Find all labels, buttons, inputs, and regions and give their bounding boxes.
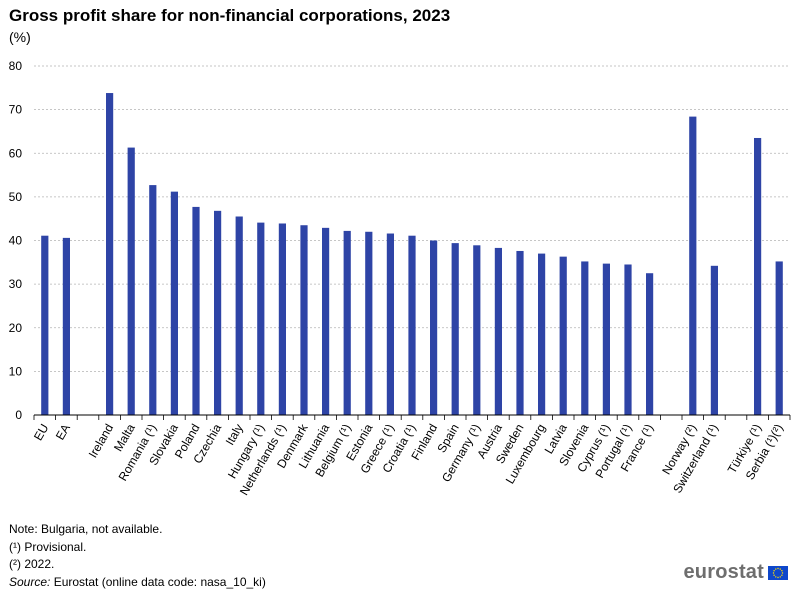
chart-notes: Note: Bulgaria, not available. (¹) Provi… <box>9 521 266 591</box>
bar <box>408 235 416 415</box>
bar <box>149 185 157 415</box>
x-category-label: Ireland <box>86 422 116 461</box>
bar <box>386 233 394 415</box>
bar <box>451 243 459 415</box>
y-tick-label: 40 <box>9 234 23 248</box>
bar <box>430 240 438 415</box>
bar <box>710 265 718 415</box>
bar <box>127 147 135 416</box>
source-line: Source: Eurostat (online data code: nasa… <box>9 574 266 592</box>
x-category-label: EA <box>53 422 73 443</box>
x-category-label: EU <box>31 422 51 443</box>
bar <box>278 223 286 415</box>
y-tick-label: 50 <box>9 190 23 204</box>
chart-title: Gross profit share for non-financial cor… <box>9 6 451 25</box>
chart-unit: (%) <box>9 29 31 45</box>
bar <box>106 93 114 416</box>
bar <box>235 216 243 415</box>
source-label: Source: <box>9 574 51 589</box>
y-tick-label: 80 <box>9 59 23 73</box>
bar <box>494 247 502 415</box>
bar <box>343 230 351 415</box>
y-tick-label: 70 <box>9 103 23 117</box>
y-tick-label: 0 <box>15 408 22 422</box>
y-tick-label: 20 <box>9 321 23 335</box>
bar <box>538 253 546 415</box>
bar <box>689 116 697 415</box>
eu-flag-icon <box>768 565 788 580</box>
note-provisional: (¹) Provisional. <box>9 539 87 554</box>
y-tick-label: 30 <box>9 277 23 291</box>
bar <box>300 225 308 415</box>
bar <box>62 237 70 415</box>
bar <box>516 250 524 415</box>
bar <box>581 261 589 415</box>
eurostat-logo: eurostat <box>683 561 788 584</box>
y-tick-label: 60 <box>9 146 23 160</box>
bar <box>322 227 330 415</box>
note-year: (²) 2022. <box>9 557 55 571</box>
bar <box>602 263 610 415</box>
bar <box>192 206 200 415</box>
bar <box>365 231 373 415</box>
note-bulgaria: Note: Bulgaria, not available. <box>9 522 163 536</box>
bar <box>170 191 178 415</box>
logo-text: eurostat <box>683 561 764 583</box>
bar <box>41 235 49 415</box>
bar <box>257 222 265 415</box>
bar <box>214 210 222 415</box>
bar <box>624 264 632 415</box>
bar <box>559 256 567 415</box>
source-text: Eurostat (online data code: nasa_10_ki) <box>50 574 266 589</box>
bar <box>754 137 762 415</box>
bar <box>775 261 783 415</box>
y-tick-label: 10 <box>9 364 23 378</box>
bar <box>473 245 481 415</box>
bar <box>646 273 654 415</box>
